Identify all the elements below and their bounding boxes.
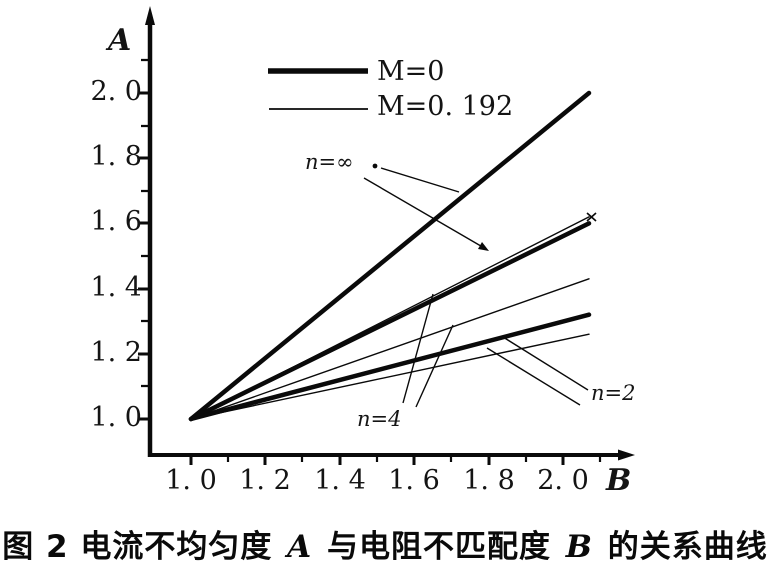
y-axis-arrowhead-icon bbox=[145, 6, 155, 25]
caption-text: 与电阻不匹配度 bbox=[315, 529, 563, 565]
annotation-n-4: n=4 bbox=[357, 407, 402, 431]
y-tick-label: 1. 8 bbox=[90, 141, 142, 172]
y-tick-label: 1. 6 bbox=[90, 206, 142, 237]
curve-M=0-n-∞ bbox=[188, 90, 592, 422]
x-axis-arrowhead-icon bbox=[618, 449, 635, 461]
curve-end-x-marker bbox=[586, 212, 597, 222]
x-axis-label: B bbox=[606, 463, 632, 498]
curve-M=0-n-4 bbox=[188, 221, 592, 422]
y-tick-label: 1. 2 bbox=[90, 337, 142, 368]
y-tick-label: 1. 0 bbox=[90, 402, 142, 433]
y-axis-label: A bbox=[108, 23, 132, 58]
n-4-leader-line-1 bbox=[402, 293, 434, 404]
x-tick-label: 1. 8 bbox=[463, 465, 515, 496]
y-tick-label: 2. 0 bbox=[90, 76, 142, 107]
y-axis-minor-ticks bbox=[141, 58, 148, 388]
n-inf-leader-dot bbox=[372, 163, 378, 169]
annotation-n-2: n=2 bbox=[591, 381, 636, 405]
n-2-leader-line-1 bbox=[502, 336, 589, 391]
x-tick-label: 1. 0 bbox=[165, 465, 217, 496]
curve-M=0.192-n-2 bbox=[190, 333, 590, 420]
curve-M=0.192-n-4 bbox=[190, 278, 590, 420]
n-inf-leader-line-1 bbox=[380, 167, 460, 193]
x-axis-major-ticks bbox=[189, 456, 565, 465]
x-tick-label: 1. 4 bbox=[314, 465, 366, 496]
annotation-n-infinity: n=∞ bbox=[305, 150, 354, 174]
n-inf-leader-line-2 bbox=[363, 177, 487, 250]
x-tick-label: 2. 0 bbox=[537, 465, 589, 496]
y-tick-label: 1. 4 bbox=[90, 272, 142, 303]
x-axis-minor-ticks bbox=[226, 456, 602, 462]
legend-label-m0192: M=0. 192 bbox=[377, 91, 514, 122]
y-axis-major-ticks bbox=[138, 91, 148, 421]
curve-M=0-n-2 bbox=[188, 312, 592, 422]
n-4-leader-line-2 bbox=[415, 324, 454, 408]
caption-var-A: A bbox=[287, 529, 313, 565]
x-tick-label: 1. 6 bbox=[388, 465, 440, 496]
caption-var-B: B bbox=[565, 529, 593, 565]
n-inf-leader-arrowhead-icon bbox=[478, 242, 489, 251]
n-2-leader-line-2 bbox=[486, 347, 581, 406]
legend-label-m0: M=0 bbox=[377, 56, 445, 87]
x-tick-label: 1. 2 bbox=[239, 465, 291, 496]
caption-text: 的关系曲线 bbox=[596, 529, 768, 565]
figure-caption: 图 2 电流不均匀度 A 与电阻不匹配度 B 的关系曲线 bbox=[0, 521, 770, 566]
caption-text: 图 2 电流不均匀度 bbox=[2, 529, 285, 565]
data-curves bbox=[188, 90, 592, 422]
